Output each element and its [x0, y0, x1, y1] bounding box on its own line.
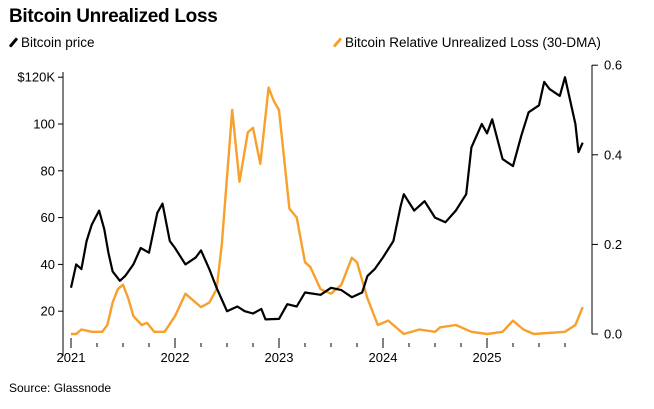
right-axis-tick-label: 0.0 — [604, 327, 622, 342]
legend-item-price: Bitcoin price — [8, 35, 95, 50]
left-axis-tick-label: 20 — [41, 304, 55, 319]
chart-title: Bitcoin Unrealized Loss — [9, 6, 218, 27]
series-line-bitcoin-price — [69, 76, 584, 321]
x-axis-tick-label: 2023 — [265, 350, 294, 365]
right-axis-tick-label: 0.2 — [604, 237, 622, 252]
legend-label-price: Bitcoin price — [21, 35, 95, 50]
x-axis-tick-label: 2025 — [473, 350, 502, 365]
legend-label-loss: Bitcoin Relative Unrealized Loss (30-DMA… — [345, 35, 601, 50]
series-line-unrealized-loss — [71, 86, 584, 336]
right-axis-tick-label: 0.6 — [604, 58, 622, 73]
left-axis-tick-label: $120K — [17, 70, 55, 85]
legend-item-loss: Bitcoin Relative Unrealized Loss (30-DMA… — [332, 35, 601, 50]
left-axis-tick-label: 60 — [41, 210, 55, 225]
left-axis-tick-label: 40 — [41, 257, 55, 272]
left-axis-tick-label: 100 — [33, 117, 55, 132]
source-note: Source: Glassnode — [9, 381, 112, 395]
x-axis-tick-label: 2021 — [57, 350, 86, 365]
right-axis-tick-label: 0.4 — [604, 147, 622, 162]
left-axis-tick-label: 80 — [41, 163, 55, 178]
x-axis-tick-label: 2022 — [161, 350, 190, 365]
x-axis-tick-label: 2024 — [369, 350, 398, 365]
